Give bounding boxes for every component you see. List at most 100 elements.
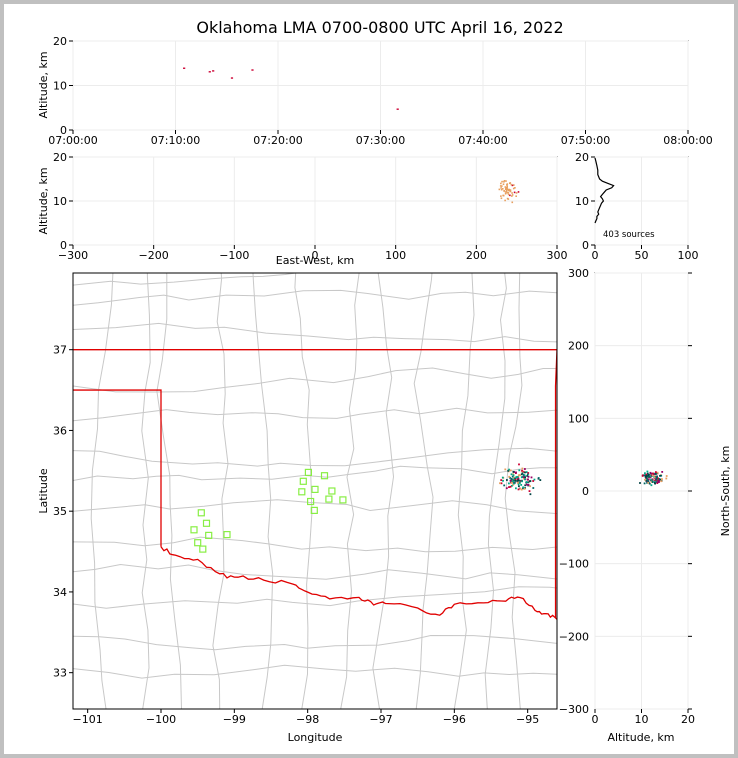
lightning-source-point [520, 484, 523, 486]
lightning-source-point [504, 468, 507, 471]
ns-source-point [649, 476, 652, 479]
lightning-source-point [502, 479, 504, 482]
lightning-source-point [519, 481, 521, 484]
ns-source-point [646, 479, 649, 481]
county-line [252, 273, 274, 709]
ns-tick-label: 300 [568, 267, 589, 280]
ns-tick-label: 200 [568, 340, 589, 353]
lma-station-marker [223, 530, 231, 539]
ns-source-point [661, 478, 663, 480]
ns-source-point [647, 481, 650, 484]
ns-tick-label: −200 [559, 630, 589, 643]
hist-alt-tick-label: 10 [575, 195, 589, 208]
altitude-eastwest-panel: −300 −200 −100 0 100 200 300 0 10 20 East-West, … [37, 151, 568, 267]
ns-alt-tick-label: 20 [681, 713, 695, 726]
lightning-source-point [515, 476, 518, 478]
ew-source-point [509, 189, 512, 191]
lightning-source-point [511, 481, 513, 484]
lightning-source-point [503, 484, 506, 487]
ns-source-point [654, 479, 657, 482]
ew-panel-ylabel: Altitude, km [37, 167, 50, 234]
lon-tick-label: −101 [73, 713, 103, 726]
lma-station-marker [328, 487, 336, 495]
time-tick-label: 08:00:00 [663, 134, 712, 147]
ew-panel-x-ticks: −300 −200 −100 0 100 200 300 [58, 245, 568, 262]
ns-source-point [646, 472, 649, 475]
lightning-source-point [527, 472, 530, 474]
plan-view-panel: −101 −100 −99 −98 −97 −96 −95 33 34 35 36 37 Longi… [37, 272, 558, 744]
ns-source-point [647, 480, 650, 482]
lightning-source-point [512, 473, 515, 476]
lightning-source-point [523, 487, 526, 490]
ew-source-point [502, 194, 505, 197]
lightning-source-point [517, 483, 520, 486]
oklahoma-north-border [73, 349, 557, 387]
lightning-source-point [518, 485, 520, 488]
chart-title: Oklahoma LMA 0700-0800 UTC April 16, 202… [196, 18, 563, 37]
ns-source-point [660, 480, 663, 483]
time-tick-label: 07:20:00 [253, 134, 302, 147]
lightning-source-point [509, 476, 511, 479]
lon-tick-label: −99 [223, 713, 246, 726]
county-line [73, 664, 557, 679]
lat-tick-label: 35 [53, 505, 67, 518]
ew-source-point [499, 185, 502, 187]
lma-station-marker [298, 488, 306, 496]
lat-tick-label: 36 [53, 424, 67, 437]
lightning-source-point [521, 469, 523, 472]
ew-source-point [514, 186, 516, 189]
lightning-source-point [517, 476, 519, 478]
ns-source-point [645, 479, 647, 482]
lightning-source-point [499, 482, 501, 485]
ew-source-point [501, 185, 503, 187]
map-xlabel: Longitude [288, 731, 343, 744]
map-x-ticks: −101 −100 −99 −98 −97 −96 −95 [73, 709, 539, 726]
ns-panel-ylabel: North-South, km [719, 446, 732, 537]
ew-source-point [506, 197, 509, 200]
source-point [183, 67, 186, 69]
ns-source-point [655, 476, 658, 479]
ns-source-point [665, 475, 668, 477]
ns-source-point [644, 472, 646, 475]
county-line [73, 322, 557, 343]
ns-source-point [648, 482, 651, 485]
ew-alt-tick-label: 0 [60, 239, 67, 252]
county-line [504, 273, 523, 709]
ew-source-point [506, 188, 509, 191]
county-line [73, 586, 557, 609]
ew-source-point [506, 185, 509, 188]
lightning-source-point [512, 478, 515, 481]
ew-source-point [508, 188, 510, 191]
alt-tick-label: 10 [53, 80, 67, 93]
lightning-source-point [507, 469, 510, 472]
lightning-source-point [514, 478, 517, 481]
ns-tick-label: 0 [582, 485, 589, 498]
lightning-source-point [522, 470, 525, 473]
lightning-source-point [510, 473, 513, 476]
lightning-source-point [522, 476, 525, 478]
ns-source-point [651, 472, 653, 475]
map-background [73, 273, 557, 709]
ns-source-point [643, 482, 646, 485]
lightning-source-point [525, 471, 528, 473]
ew-source-point [512, 184, 515, 186]
lightning-source-point [508, 468, 510, 471]
ns-source-point [648, 475, 651, 478]
ew-source-point [509, 190, 512, 193]
lightning-source-point [521, 472, 524, 475]
ns-source-point [654, 482, 656, 485]
county-line [413, 273, 434, 709]
lma-station-marker [299, 477, 307, 485]
county-line [90, 273, 114, 709]
ew-source-point [507, 189, 510, 192]
lightning-source-point [509, 485, 512, 488]
lma-station-marker [202, 519, 211, 527]
lon-tick-label: −96 [443, 713, 466, 726]
ns-source-point [658, 478, 661, 481]
map-y-ticks: 33 34 35 36 37 [53, 344, 73, 680]
lightning-source-point [518, 463, 520, 466]
hist-tick-label: 50 [635, 249, 649, 262]
ns-panel-xlabel: Altitude, km [607, 731, 674, 744]
lightning-source-point [512, 471, 515, 473]
lightning-source-point [511, 475, 514, 478]
